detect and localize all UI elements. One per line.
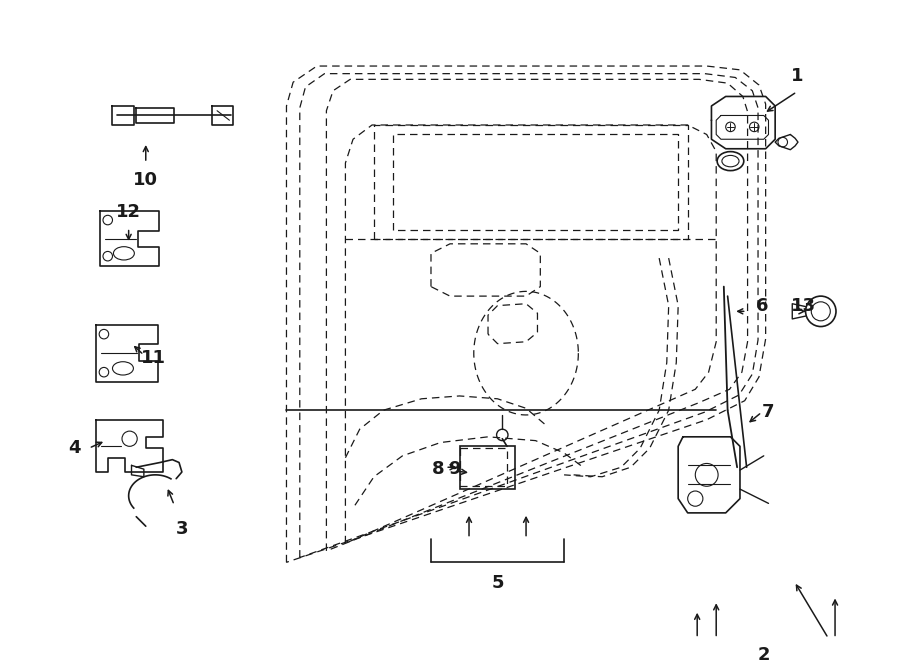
Text: 1: 1: [791, 67, 804, 85]
Text: 2: 2: [758, 646, 770, 661]
Text: 7: 7: [762, 403, 775, 421]
Text: 3: 3: [176, 520, 188, 538]
Text: 9: 9: [448, 460, 461, 478]
Text: 4: 4: [68, 439, 81, 457]
Text: 12: 12: [116, 204, 141, 221]
Text: 13: 13: [791, 297, 816, 315]
Text: 11: 11: [141, 349, 166, 367]
Text: 6: 6: [756, 297, 768, 315]
Text: 10: 10: [133, 171, 158, 189]
Bar: [460, 446, 515, 489]
Text: 8: 8: [432, 460, 445, 478]
Text: 5: 5: [491, 574, 504, 592]
